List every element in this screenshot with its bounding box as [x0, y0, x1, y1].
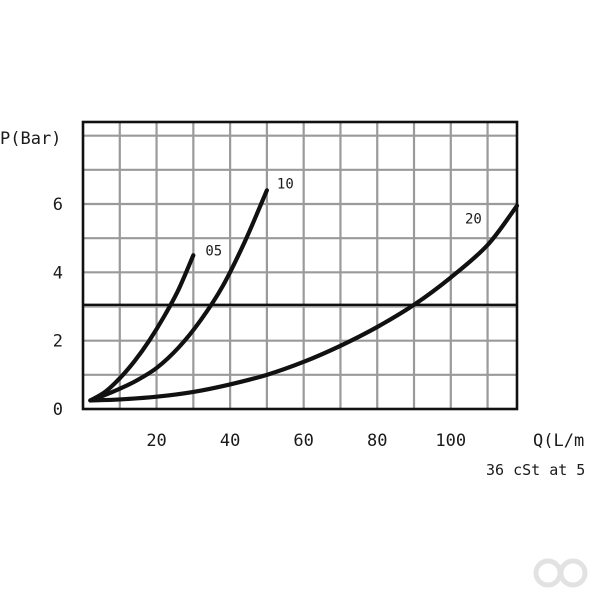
series-curves	[88, 188, 520, 403]
grid	[83, 122, 517, 409]
series-labels: 05 10 20	[205, 176, 482, 259]
y-tick-label: 0	[53, 400, 63, 420]
y-axis-label: P(Bar)	[0, 129, 61, 149]
x-tick-labels: 20 40 60 80 100	[146, 431, 466, 451]
y-tick-label: 6	[53, 195, 63, 215]
plot-frame	[81, 120, 519, 411]
viscosity-note: 36 cSt at 5	[486, 461, 585, 479]
brand-logo-icon	[533, 558, 588, 588]
series-label-10: 10	[277, 176, 294, 192]
y-tick-labels: 0 2 4 6	[53, 195, 63, 420]
x-axis-label: Q(L/m	[533, 431, 584, 451]
x-tick-label: 80	[367, 431, 387, 451]
y-tick-label: 2	[53, 332, 63, 352]
x-tick-label: 60	[293, 431, 313, 451]
y-tick-label: 4	[53, 263, 63, 283]
x-tick-label: 100	[435, 431, 466, 451]
x-tick-label: 20	[146, 431, 166, 451]
series-label-05: 05	[205, 243, 222, 259]
series-line-20	[88, 203, 520, 403]
series-line-05	[88, 253, 196, 403]
x-tick-label: 40	[220, 431, 240, 451]
series-label-20: 20	[465, 212, 482, 228]
series-line-10	[88, 188, 269, 403]
